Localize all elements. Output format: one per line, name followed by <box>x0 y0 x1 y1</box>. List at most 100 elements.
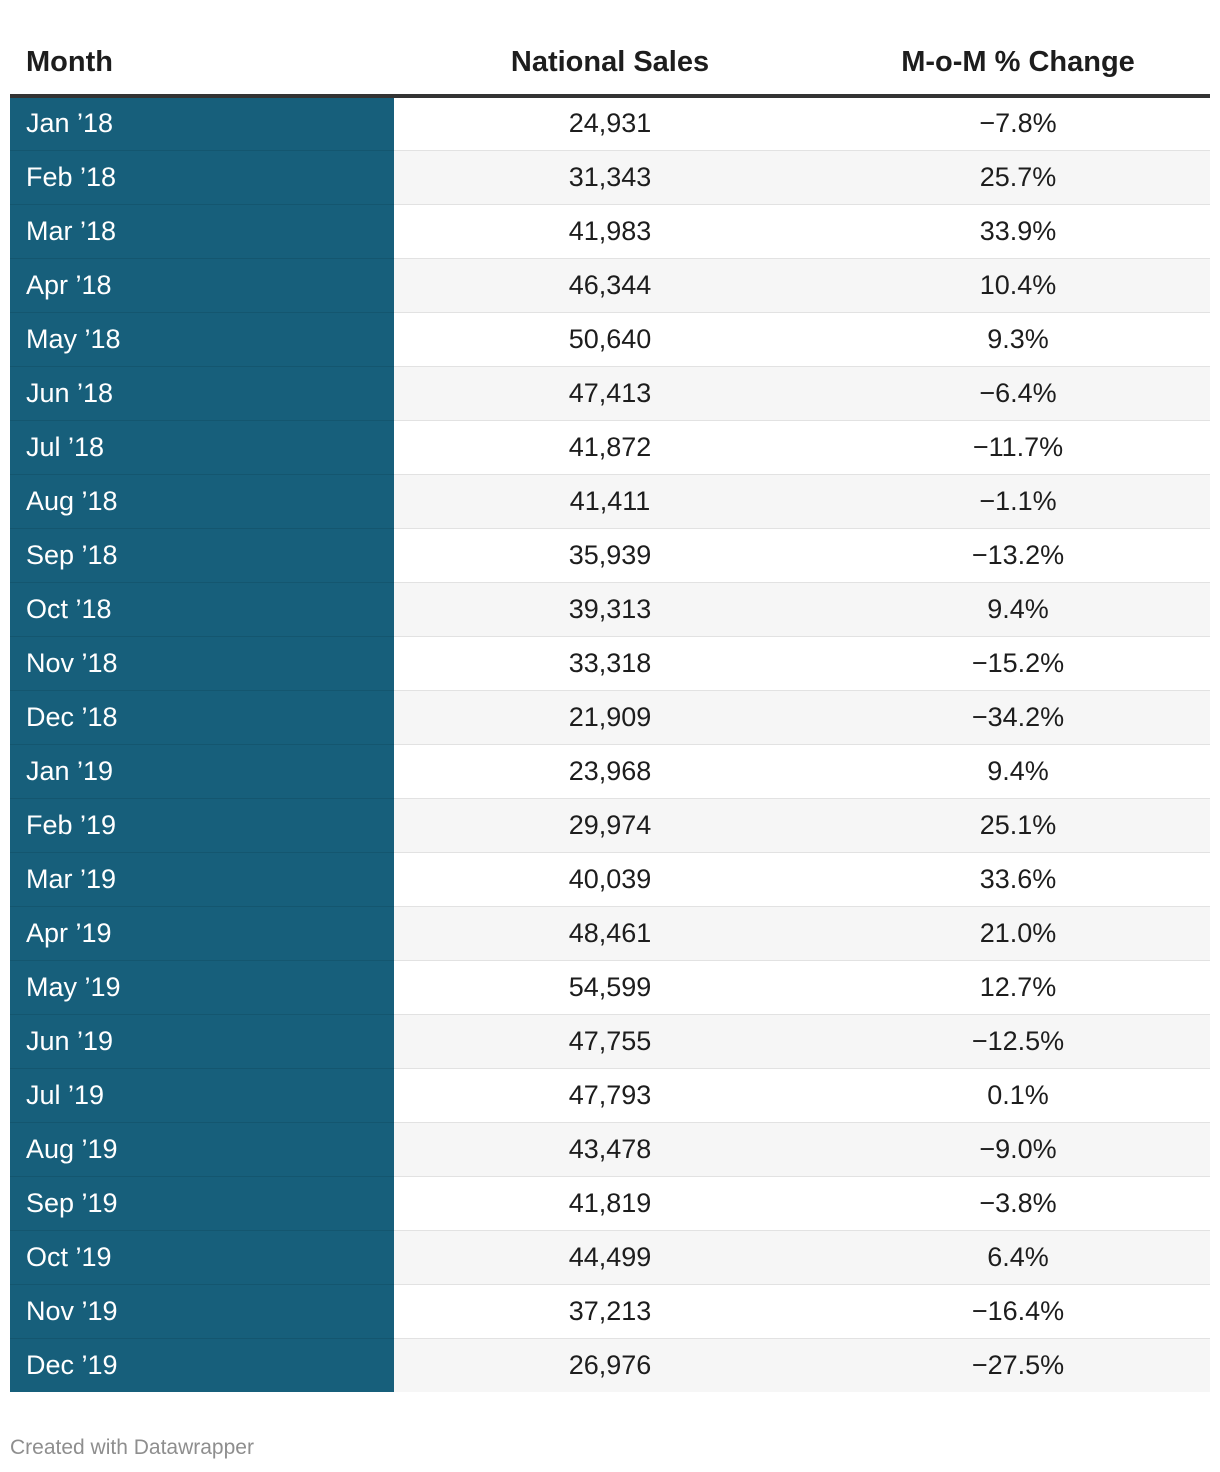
month-cell: Mar ’19 <box>10 852 394 907</box>
table-row: Dec ’19 26,976 −27.5% <box>10 1338 1210 1392</box>
mom-change-cell: −13.2% <box>826 528 1210 583</box>
national-sales-cell: 47,413 <box>394 366 826 421</box>
column-header-mom-change[interactable]: M-o-M % Change <box>826 30 1210 98</box>
table-row: Jan ’19 23,968 9.4% <box>10 744 1210 799</box>
column-header-national-sales[interactable]: National Sales <box>394 30 826 98</box>
national-sales-cell: 50,640 <box>394 312 826 367</box>
month-cell: Oct ’18 <box>10 582 394 637</box>
month-cell: Jul ’19 <box>10 1068 394 1123</box>
mom-change-cell: −3.8% <box>826 1176 1210 1231</box>
mom-change-cell: 33.9% <box>826 204 1210 259</box>
month-cell: Sep ’19 <box>10 1176 394 1231</box>
header-row: Month National Sales M-o-M % Change <box>10 30 1210 98</box>
table-row: Sep ’18 35,939 −13.2% <box>10 528 1210 583</box>
national-sales-cell: 33,318 <box>394 636 826 691</box>
month-cell: Nov ’19 <box>10 1284 394 1339</box>
month-cell: Nov ’18 <box>10 636 394 691</box>
month-cell: Aug ’18 <box>10 474 394 529</box>
table-row: Nov ’18 33,318 −15.2% <box>10 636 1210 691</box>
month-cell: Jan ’19 <box>10 744 394 799</box>
table-row: Jun ’18 47,413 −6.4% <box>10 366 1210 421</box>
mom-change-cell: 33.6% <box>826 852 1210 907</box>
mom-change-cell: 6.4% <box>826 1230 1210 1285</box>
mom-change-cell: 25.7% <box>826 150 1210 205</box>
footer-credit: Created with Datawrapper <box>10 1436 254 1459</box>
month-cell: Aug ’19 <box>10 1122 394 1177</box>
table-row: May ’18 50,640 9.3% <box>10 312 1210 367</box>
national-sales-cell: 47,755 <box>394 1014 826 1069</box>
table-body: Jan ’18 24,931 −7.8% Feb ’18 31,343 25.7% Mar … <box>10 96 1210 1392</box>
month-cell: May ’18 <box>10 312 394 367</box>
national-sales-cell: 43,478 <box>394 1122 826 1177</box>
month-cell: Apr ’18 <box>10 258 394 313</box>
national-sales-cell: 23,968 <box>394 744 826 799</box>
national-sales-cell: 39,313 <box>394 582 826 637</box>
table-row: Jun ’19 47,755 −12.5% <box>10 1014 1210 1069</box>
table-row: Aug ’18 41,411 −1.1% <box>10 474 1210 529</box>
table-row: Oct ’18 39,313 9.4% <box>10 582 1210 637</box>
mom-change-cell: 9.4% <box>826 744 1210 799</box>
table-row: Aug ’19 43,478 −9.0% <box>10 1122 1210 1177</box>
mom-change-cell: −1.1% <box>826 474 1210 529</box>
mom-change-cell: −15.2% <box>826 636 1210 691</box>
national-sales-cell: 21,909 <box>394 690 826 745</box>
national-sales-cell: 29,974 <box>394 798 826 853</box>
month-cell: Mar ’18 <box>10 204 394 259</box>
national-sales-cell: 48,461 <box>394 906 826 961</box>
national-sales-cell: 47,793 <box>394 1068 826 1123</box>
mom-change-cell: 9.4% <box>826 582 1210 637</box>
table-row: Apr ’18 46,344 10.4% <box>10 258 1210 313</box>
month-cell: Jun ’18 <box>10 366 394 421</box>
month-cell: Oct ’19 <box>10 1230 394 1285</box>
mom-change-cell: −7.8% <box>826 96 1210 151</box>
national-sales-cell: 44,499 <box>394 1230 826 1285</box>
month-cell: Apr ’19 <box>10 906 394 961</box>
national-sales-cell: 26,976 <box>394 1338 826 1392</box>
national-sales-cell: 37,213 <box>394 1284 826 1339</box>
month-cell: Sep ’18 <box>10 528 394 583</box>
table-row: Feb ’19 29,974 25.1% <box>10 798 1210 853</box>
mom-change-cell: −16.4% <box>826 1284 1210 1339</box>
table-header: Month National Sales M-o-M % Change <box>10 30 1210 98</box>
table-row: Nov ’19 37,213 −16.4% <box>10 1284 1210 1339</box>
national-sales-cell: 41,872 <box>394 420 826 475</box>
mom-change-cell: 21.0% <box>826 906 1210 961</box>
mom-change-cell: 9.3% <box>826 312 1210 367</box>
column-header-month[interactable]: Month <box>10 30 394 98</box>
national-sales-cell: 35,939 <box>394 528 826 583</box>
table-row: Mar ’19 40,039 33.6% <box>10 852 1210 907</box>
month-cell: Jan ’18 <box>10 96 394 151</box>
data-table-container: Month National Sales M-o-M % Change Jan … <box>10 30 1210 1392</box>
month-cell: Jul ’18 <box>10 420 394 475</box>
mom-change-cell: 25.1% <box>826 798 1210 853</box>
mom-change-cell: −9.0% <box>826 1122 1210 1177</box>
sales-table: Month National Sales M-o-M % Change Jan … <box>10 30 1210 1392</box>
month-cell: Dec ’18 <box>10 690 394 745</box>
month-cell: Feb ’18 <box>10 150 394 205</box>
table-row: Sep ’19 41,819 −3.8% <box>10 1176 1210 1231</box>
national-sales-cell: 24,931 <box>394 96 826 151</box>
mom-change-cell: −11.7% <box>826 420 1210 475</box>
table-row: Jul ’18 41,872 −11.7% <box>10 420 1210 475</box>
table-row: Mar ’18 41,983 33.9% <box>10 204 1210 259</box>
mom-change-cell: −27.5% <box>826 1338 1210 1392</box>
national-sales-cell: 41,983 <box>394 204 826 259</box>
national-sales-cell: 31,343 <box>394 150 826 205</box>
mom-change-cell: −34.2% <box>826 690 1210 745</box>
mom-change-cell: −12.5% <box>826 1014 1210 1069</box>
national-sales-cell: 41,819 <box>394 1176 826 1231</box>
mom-change-cell: −6.4% <box>826 366 1210 421</box>
mom-change-cell: 12.7% <box>826 960 1210 1015</box>
table-row: Feb ’18 31,343 25.7% <box>10 150 1210 205</box>
table-row: Jan ’18 24,931 −7.8% <box>10 96 1210 151</box>
table-row: Dec ’18 21,909 −34.2% <box>10 690 1210 745</box>
table-row: May ’19 54,599 12.7% <box>10 960 1210 1015</box>
national-sales-cell: 54,599 <box>394 960 826 1015</box>
national-sales-cell: 40,039 <box>394 852 826 907</box>
table-row: Apr ’19 48,461 21.0% <box>10 906 1210 961</box>
month-cell: Dec ’19 <box>10 1338 394 1392</box>
month-cell: Feb ’19 <box>10 798 394 853</box>
national-sales-cell: 41,411 <box>394 474 826 529</box>
month-cell: Jun ’19 <box>10 1014 394 1069</box>
table-row: Oct ’19 44,499 6.4% <box>10 1230 1210 1285</box>
